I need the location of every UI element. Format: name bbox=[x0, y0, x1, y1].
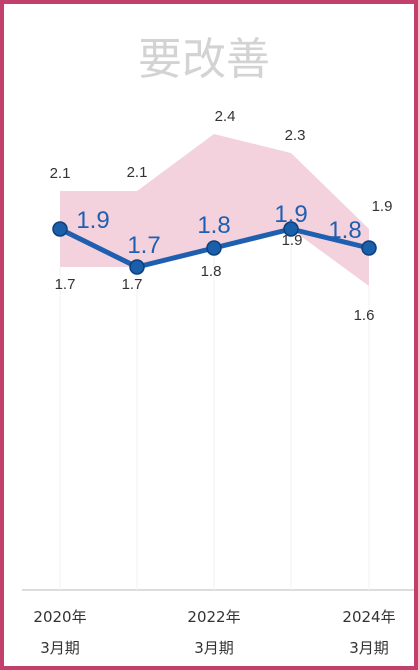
x-tick-label-period: 3月期 bbox=[40, 639, 80, 657]
data-value-label: 1.8 bbox=[328, 217, 361, 244]
plot-area: 2.1 1.7 2.1 1.7 2.4 1.8 2.3 1.9 1.9 1.6 1.9 1.7 1.8 1… bbox=[33, 108, 395, 657]
x-tick-label-year: 2024年 bbox=[342, 608, 395, 626]
band-upper-label: 2.3 bbox=[285, 127, 306, 144]
data-value-label: 1.9 bbox=[274, 201, 307, 228]
data-point bbox=[129, 259, 145, 275]
data-value-label: 1.8 bbox=[197, 212, 230, 239]
x-tick-label-year: 2020年 bbox=[33, 608, 86, 626]
x-tick-label-period: 3月期 bbox=[194, 639, 234, 657]
data-point bbox=[283, 221, 299, 237]
band-upper-label: 2.4 bbox=[215, 108, 236, 125]
data-value-label: 1.7 bbox=[127, 232, 160, 259]
band-lower-label: 1.6 bbox=[354, 307, 375, 324]
range-band bbox=[60, 134, 369, 286]
band-lower-label: 1.8 bbox=[201, 263, 222, 280]
data-point bbox=[361, 240, 377, 256]
band-lower-label: 1.7 bbox=[55, 276, 76, 293]
band-upper-label: 2.1 bbox=[127, 164, 148, 181]
x-tick-label-period: 3月期 bbox=[349, 639, 389, 657]
data-point bbox=[206, 240, 222, 256]
band-lower-label: 1.9 bbox=[282, 232, 303, 249]
data-point bbox=[52, 221, 68, 237]
chart-title: 要改善 bbox=[138, 34, 270, 85]
x-tick-label-year: 2022年 bbox=[187, 608, 240, 626]
band-lower-label: 1.7 bbox=[122, 276, 143, 293]
band-upper-label: 1.9 bbox=[372, 198, 393, 215]
band-upper-label: 2.1 bbox=[50, 165, 71, 182]
data-value-label: 1.9 bbox=[76, 207, 109, 234]
